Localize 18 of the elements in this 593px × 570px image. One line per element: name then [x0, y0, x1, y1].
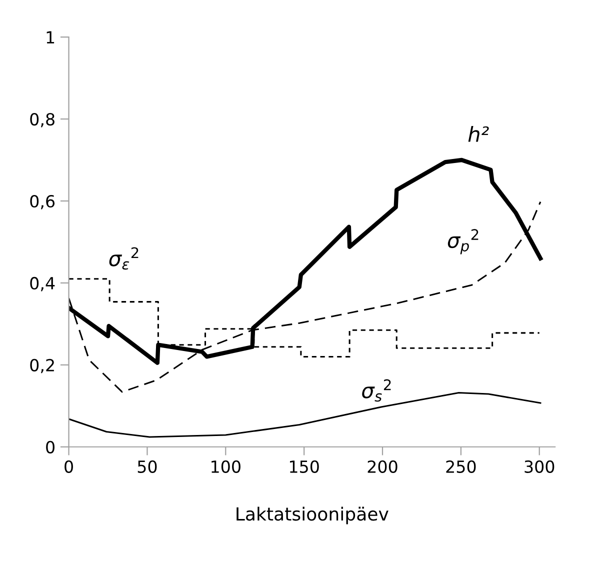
y-tick-label: 1 [46, 31, 54, 44]
y-tick-label: 0,4 [30, 276, 55, 292]
x-tick-label: 0 [64, 460, 73, 473]
y-tick-label: 0,8 [30, 112, 54, 128]
series-label: σ$_{ε}$$^{2}$ [109, 247, 138, 270]
x-tick-label: 50 [138, 460, 157, 473]
x-tick-label: 100 [212, 460, 240, 473]
x-tick-label: 150 [290, 460, 319, 473]
x-axis-title: Laktatsioonipäev [236, 506, 388, 524]
x-tick-label: 300 [524, 460, 554, 473]
series-label: σ$_{s}$$^{2}$ [362, 379, 391, 402]
y-tick-label: 0,2 [30, 358, 54, 374]
series-label: σ$_{p}$$^{2}$ [448, 229, 478, 254]
x-tick-label: 250 [446, 460, 476, 473]
x-tick-label: 200 [368, 460, 398, 473]
series-label: h² [468, 126, 489, 142]
y-tick-label: 0,6 [30, 194, 55, 210]
y-tick-label: 0 [46, 440, 54, 454]
